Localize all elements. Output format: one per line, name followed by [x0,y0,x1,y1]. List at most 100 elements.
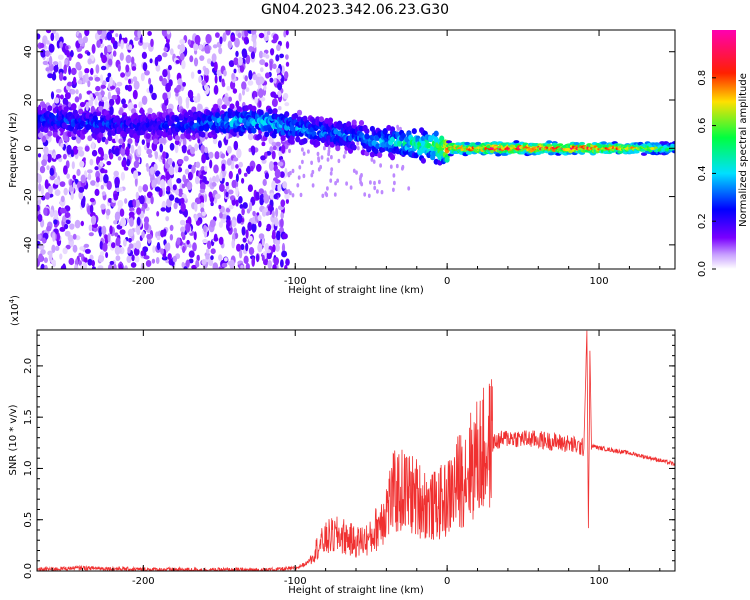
spectrogram-xlabel: Height of straight line (km) [288,285,424,296]
spectrogram-noise-cell [113,220,118,225]
colorbar-tick-label: 0.6 [697,118,708,134]
spectrogram-noise-cell [118,186,124,192]
spectrogram-noise-cell [185,96,190,106]
spectrogram-noise-cell [43,207,48,216]
spectrogram-noise-cell [392,187,395,192]
spectrogram-ridge-cell [267,108,273,115]
spectrogram-noise-cell [238,196,243,204]
spectrogram-noise-cell [255,163,262,172]
spectrogram-noise-cell [301,159,304,165]
spectrogram-noise-cell [231,239,235,249]
spectrogram-noise-cell [136,226,141,236]
spectrogram-noise-cell [276,74,282,80]
spectrogram-noise-cell [78,70,83,78]
spectrogram-noise-cell [165,216,170,222]
spectrogram-noise-cell [87,58,92,65]
spectrogram-noise-cell [177,167,183,173]
snr-series-line [37,330,675,571]
spectrogram-noise-cell [132,199,137,208]
spectrogram-noise-cell [114,134,119,143]
spectrogram-noise-cell [180,202,186,212]
colorbar-tick-label: 0.0 [697,261,708,277]
spectrogram-noise-cell [63,165,68,175]
spectrogram-noise-cell [100,184,104,190]
spectrogram-noise-cell [275,141,281,147]
spectrogram-noise-cell [152,245,156,254]
spectrogram-noise-cell [269,77,274,83]
spectrogram-noise-cell [247,221,253,232]
spectrogram-noise-cell [75,89,79,95]
spectrogram-noise-cell [64,92,71,100]
spectrogram-noise-cell [50,259,56,265]
spectrogram-ridge-cell [672,141,675,145]
spectrogram-noise-cell [205,254,210,260]
spectrogram-noise-cell [254,96,258,104]
spectrogram-noise-cell [161,30,168,37]
spectrogram-noise-cell [264,207,268,213]
spectrogram-noise-cell [115,33,119,38]
colorbar: 0.0 0.2 0.4 0.6 0.8 Normalized spectral ampl… [697,30,749,277]
spectrogram-noise-cell [84,145,90,152]
spectrogram-noise-cell [182,82,187,87]
spectrogram-noise-cell [240,264,244,269]
spectrogram-noise-cell [345,181,348,186]
spectrogram-noise-cell [114,232,119,237]
spectrogram-noise-cell [150,166,155,175]
spectrogram-noise-cell [243,255,249,264]
spectrogram-noise-cell [107,135,113,142]
spectrogram-noise-cell [180,226,186,233]
spectrogram-noise-cell [167,71,171,81]
spectrogram-noise-cell [62,153,67,160]
spectrogram-noise-cell [129,217,134,227]
spectrogram-ytick-label: 0 [23,145,34,151]
spectrogram-noise-cell [235,100,240,108]
spectrogram-noise-cell [121,142,126,149]
spectrogram-noise-cell [55,32,60,42]
spectrogram-noise-cell [219,183,225,192]
spectrogram-noise-cell [72,174,76,180]
spectrogram-noise-cell [204,193,208,203]
spectrogram-noise-cell [174,139,180,146]
spectrogram-noise-cell [221,163,226,172]
spectrogram-noise-cell [186,239,190,245]
spectrogram-noise-cell [72,145,79,155]
spectrogram-noise-cell [266,223,272,231]
spectrogram-noise-cell [75,61,81,70]
spectrogram-noise-cell [213,237,219,242]
spectrogram-noise-cell [50,32,55,42]
spectrogram-noise-cell [206,240,212,250]
spectrogram-ridge-cell [564,148,571,152]
spectrogram-noise-cell [100,65,107,71]
spectrogram-noise-cell [212,262,219,269]
spectrogram-noise-cell [355,170,358,175]
spectrogram-noise-cell [52,232,56,242]
spectrogram-noise-cell [192,96,198,102]
spectrogram-noise-cell [261,141,266,147]
spectrogram-noise-cell [37,174,42,184]
spectrogram-noise-cell [330,167,334,172]
spectrogram-noise-cell [258,220,262,228]
spectrogram-noise-cell [68,65,72,75]
snr-ytick-label: 2.0 [23,358,34,374]
spectrogram-noise-cell [181,59,186,70]
spectrogram-noise-cell [277,182,282,193]
spectrogram-noise-cell [325,192,329,198]
spectrogram-noise-cell [103,153,108,161]
spectrogram-ridge-cell [147,107,153,114]
spectrogram-noise-cell [373,185,377,191]
spectrogram-noise-cell [90,180,96,186]
spectrogram-noise-cell [56,232,61,242]
spectrogram-noise-cell [199,202,205,210]
spectrogram-noise-cell [272,264,277,269]
spectrogram-noise-cell [134,255,140,263]
spectrogram-noise-cell [395,163,399,169]
spectrogram-ridge-cell [364,128,370,135]
spectrogram-noise-cell [42,237,46,244]
spectrogram-noise-cell [88,76,94,81]
spectrogram-noise-cell [57,54,64,60]
spectrogram-noise-cell [40,249,46,255]
spectrogram-noise-cell [237,32,242,39]
spectrogram-noise-cell [327,151,330,157]
spectrogram-noise-cell [114,211,121,221]
spectrogram-noise-cell [119,229,126,235]
